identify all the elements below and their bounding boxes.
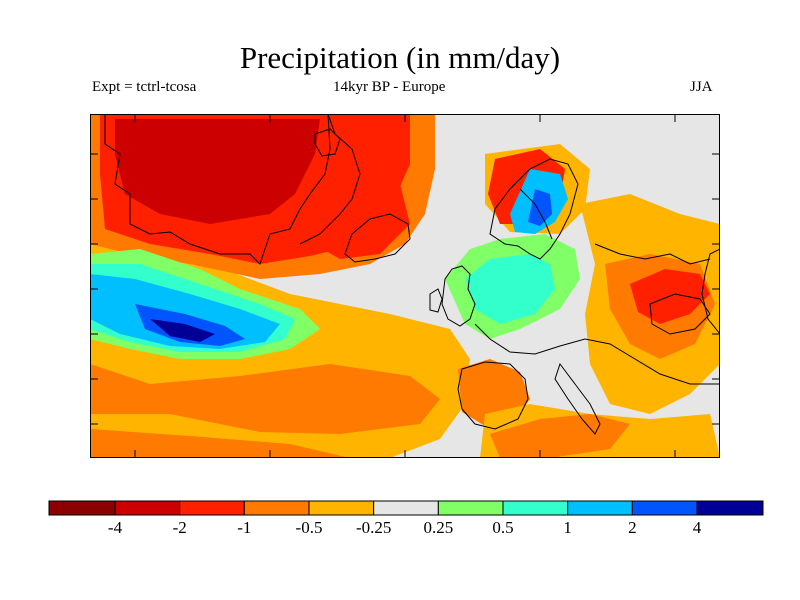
colorbar-swatch	[114, 500, 181, 516]
colorbar-tick-label: 0.5	[492, 518, 514, 537]
italy-coastline	[554, 362, 601, 435]
period-region-label: 14kyr BP - Europe	[333, 79, 446, 95]
colorbar-tick-label: 2	[628, 518, 637, 537]
scandinavia-inner-border	[519, 188, 553, 240]
precipitation-anomaly-map	[90, 114, 720, 458]
colorbar-swatch	[696, 500, 764, 516]
colorbar-swatch	[631, 500, 698, 516]
colorbar-swatch	[308, 500, 375, 516]
colorbar-swatch	[243, 500, 310, 516]
continental-europe-coastline	[474, 323, 720, 385]
british-isles-coastline	[441, 265, 476, 327]
iceland-coastline	[344, 213, 411, 263]
season-label: JJA	[690, 79, 713, 95]
map-title: Precipitation (in mm/day)	[239, 40, 561, 75]
svalbard-coastline	[314, 128, 341, 157]
colorbar-tick-label: -0.5	[295, 518, 323, 537]
colorbar-swatch	[567, 500, 633, 516]
black-sea-coastline	[649, 293, 711, 335]
northatlantic-blue-field	[135, 304, 245, 346]
northatlantic-darkblue-field	[150, 319, 215, 342]
colorbar-tick-label: -1	[237, 518, 252, 537]
colorbar	[48, 500, 764, 516]
mediterranean-darkorange-field	[490, 414, 630, 458]
colorbar-tick-label: -2	[172, 518, 187, 537]
caspian-coastline	[701, 248, 720, 335]
ireland-coastline	[429, 288, 443, 313]
colorbar-swatch	[373, 500, 439, 516]
iberia-coastline	[457, 361, 529, 430]
colorbar-swatch	[502, 500, 569, 516]
atlantic-dark-orange-field	[90, 364, 440, 434]
colorbar-swatch	[179, 500, 245, 516]
greenland-coastline	[104, 114, 331, 265]
scandinavia-coastline	[489, 158, 579, 260]
iceland-red-field	[295, 159, 410, 259]
experiment-label: Expt = tctrl-tcosa	[92, 79, 197, 95]
scandinavia-deepblue-field	[528, 189, 552, 226]
colorbar-tick-label: -4	[107, 518, 123, 537]
europe-cyan-field	[465, 254, 555, 324]
atlantic-lower-orange	[90, 429, 350, 458]
colorbar-swatch	[437, 500, 504, 516]
greenland-darkred-field	[115, 119, 320, 224]
map-tick-marks	[90, 114, 720, 458]
northatlantic-lightblue-field	[90, 274, 280, 349]
greenland-eastern-coast	[299, 114, 361, 245]
colorbar-swatch	[48, 500, 116, 516]
colorbar-tick-label: 0.25	[423, 518, 454, 537]
colorbar-tick-label: -0.25	[355, 518, 392, 537]
eastern-europe-border	[594, 243, 711, 265]
colorbar-tick-label: 4	[692, 518, 702, 537]
colorbar-tick-label: 1	[563, 518, 572, 537]
